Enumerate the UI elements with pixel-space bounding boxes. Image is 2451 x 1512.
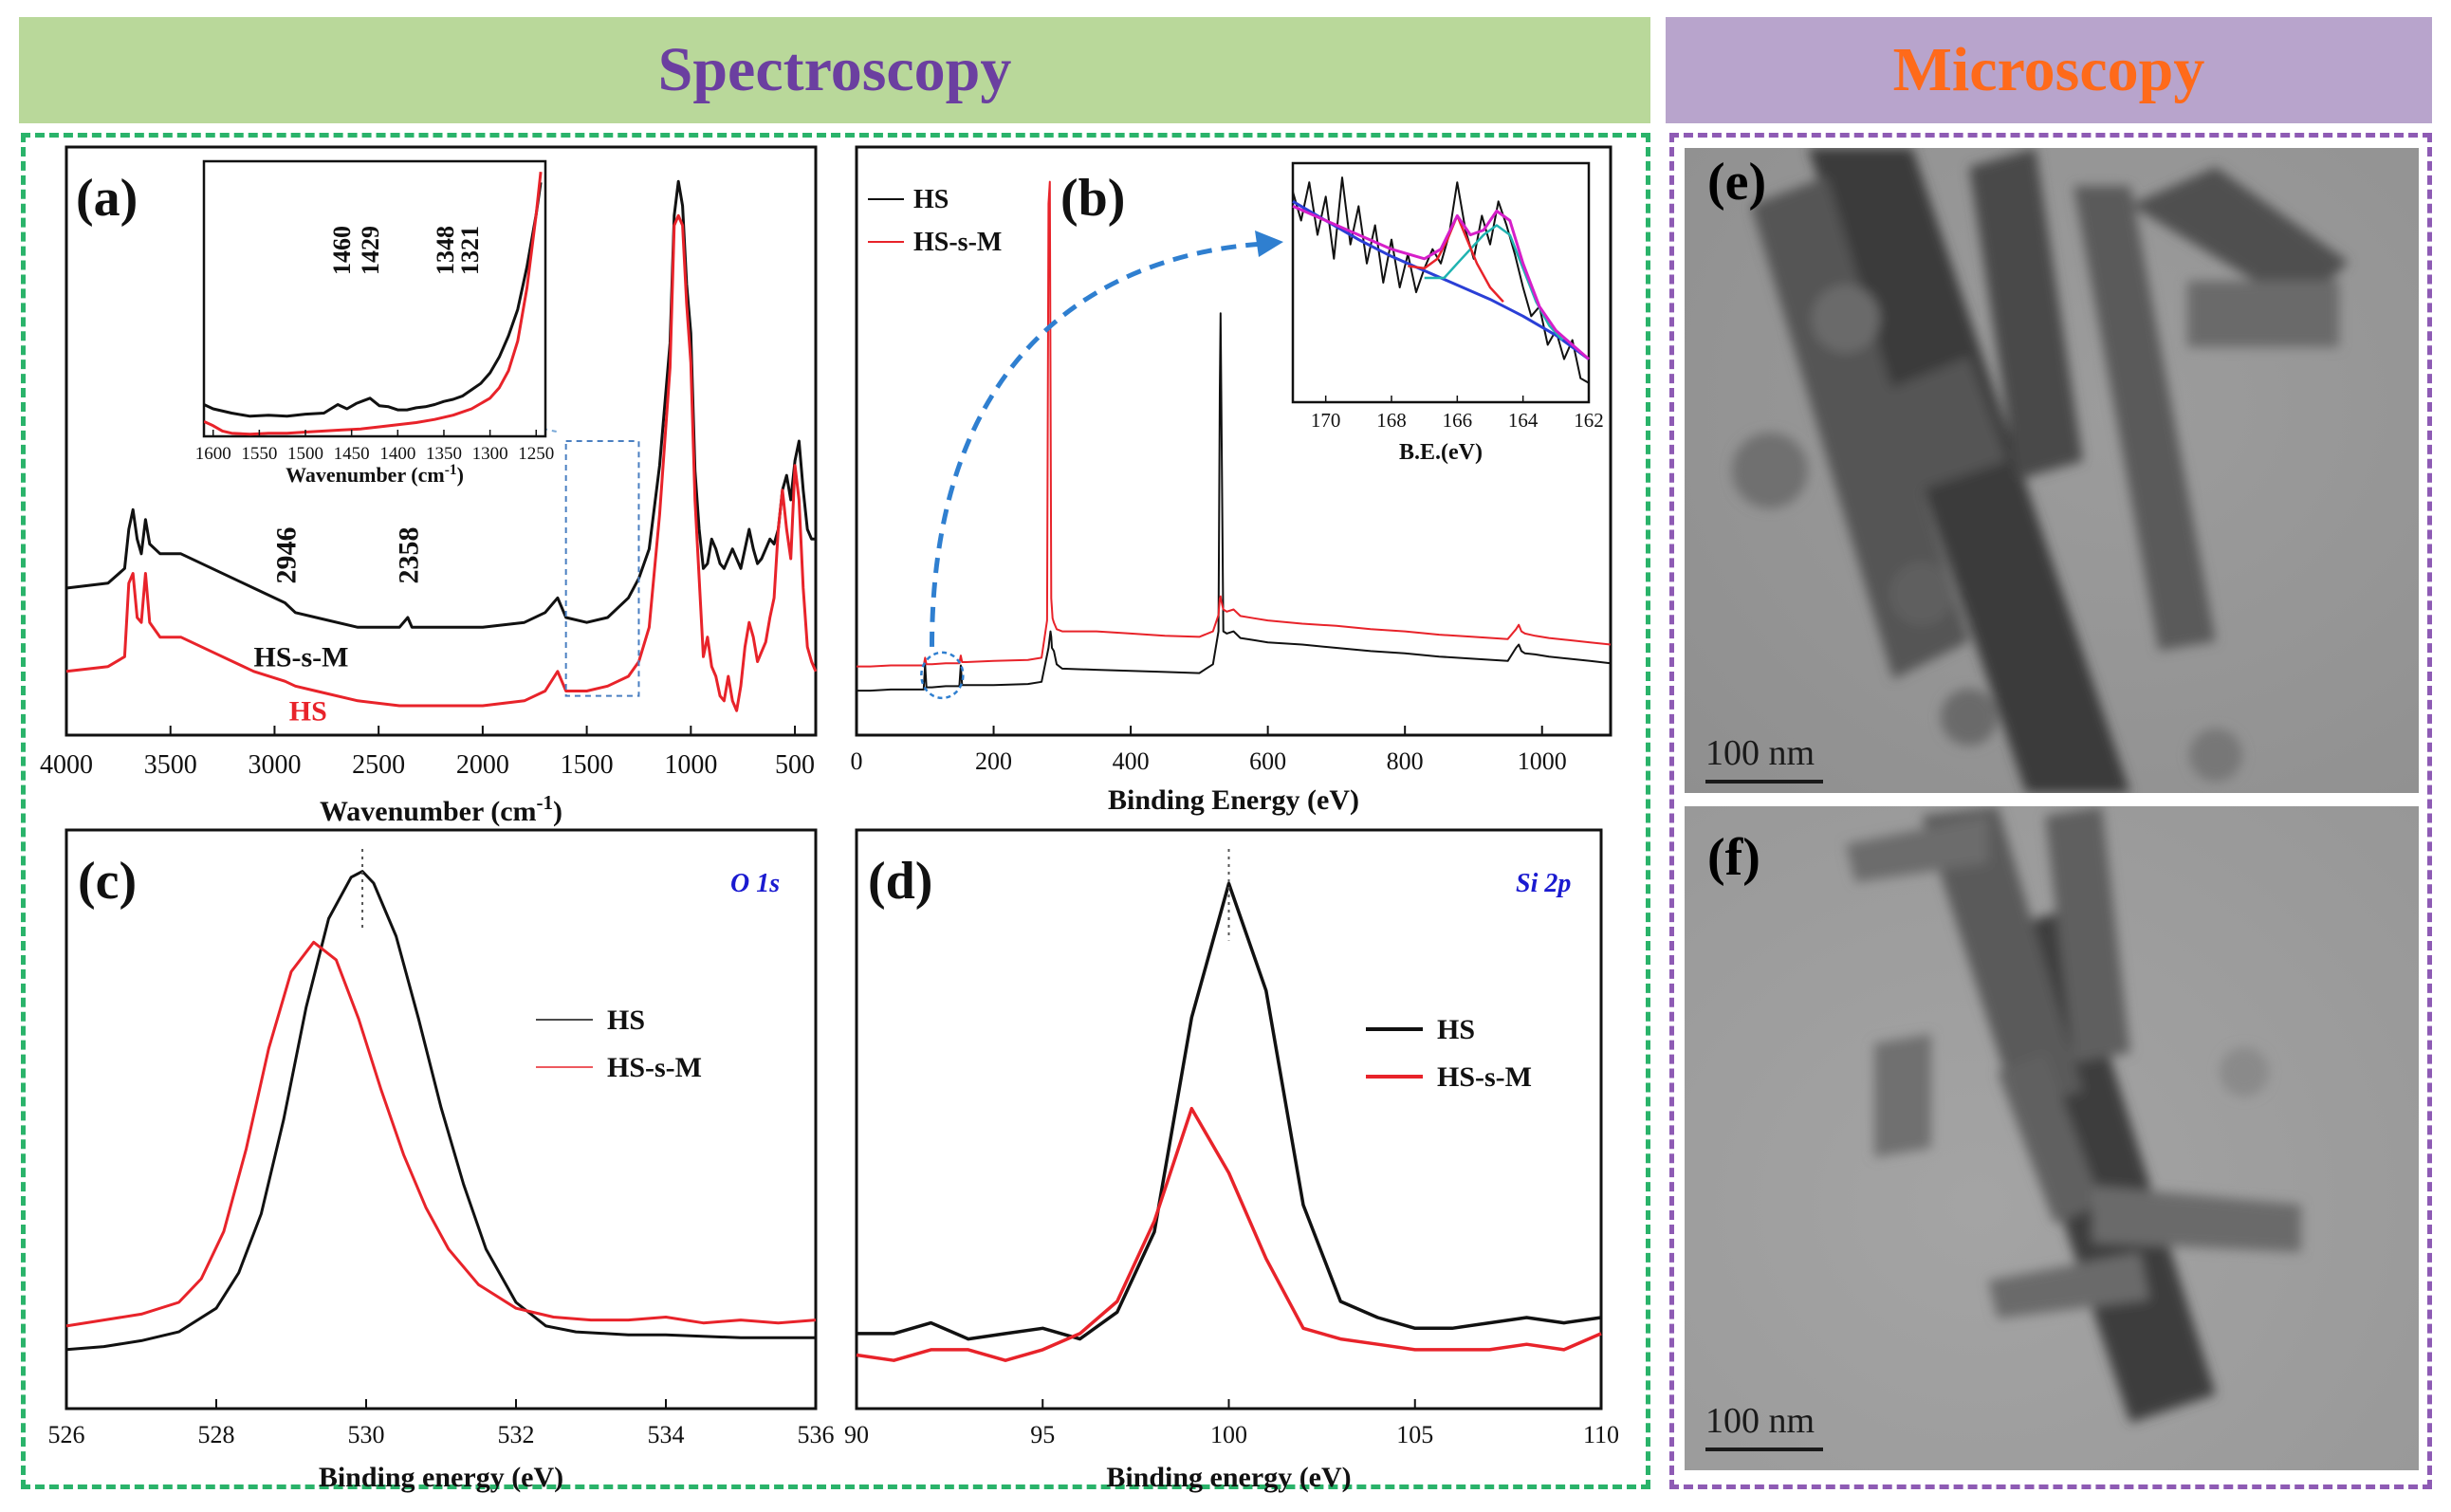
panel-label-e: (e) [1707,153,1767,212]
tem-e-rods [1732,148,2349,793]
tem-f-rods [1846,806,2301,1423]
microscopy-frame [1669,133,2432,1489]
microscopy-title: Microscopy [1892,35,2205,104]
scale-bar-e [1705,780,1823,784]
spectroscopy-title: Spectroscopy [657,35,1012,104]
scale-label-e: 100 nm [1705,733,1815,773]
scale-bar-f [1705,1447,1823,1451]
panel-label-f: (f) [1707,828,1760,887]
scale-label-f: 100 nm [1705,1401,1815,1441]
tem-image-f [1685,806,2419,1470]
spectroscopy-frame [21,133,1650,1489]
microscopy-header: Microscopy [1666,17,2432,123]
spectroscopy-header: Spectroscopy [19,17,1650,123]
tem-image-e [1685,148,2419,793]
